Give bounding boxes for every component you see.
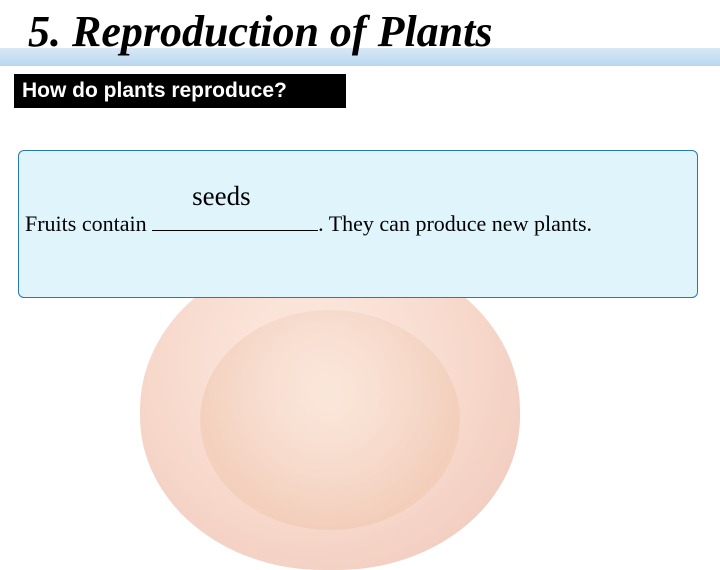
- slide-title: 5. Reproduction of Plants: [28, 6, 493, 57]
- blank-container: seeds: [152, 211, 318, 237]
- blank-underline: [152, 230, 318, 231]
- subtitle-text: How do plants reproduce?: [22, 79, 287, 103]
- sentence-prefix: Fruits contain: [25, 211, 152, 236]
- sentence-suffix: . They can produce new plants.: [318, 211, 592, 236]
- tomato-inner-highlight: [200, 310, 460, 530]
- content-box: Fruits contain seeds. They can produce n…: [18, 150, 698, 298]
- fill-blank-sentence: Fruits contain seeds. They can produce n…: [25, 211, 592, 237]
- blank-answer: seeds: [192, 181, 250, 212]
- subtitle-bar: How do plants reproduce?: [14, 74, 346, 108]
